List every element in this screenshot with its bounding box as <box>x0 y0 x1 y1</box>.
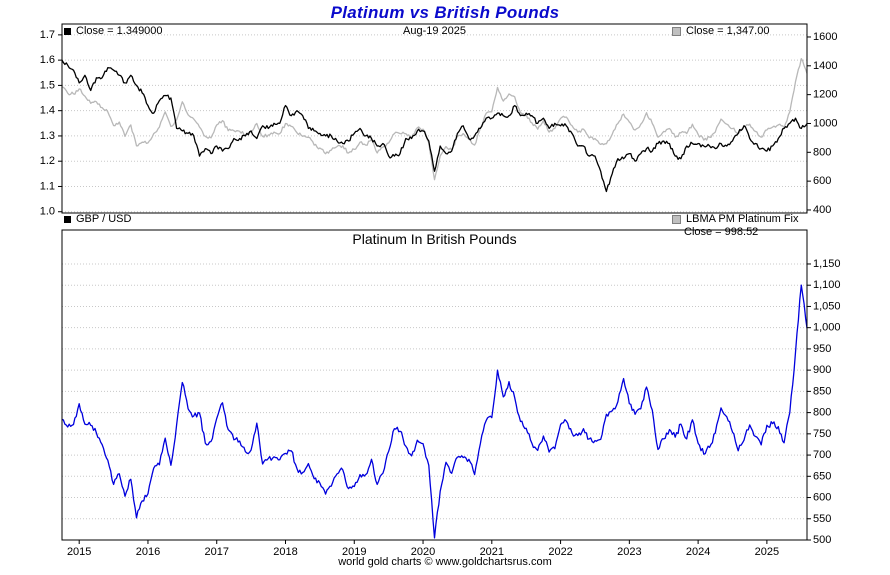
y-tick-label: 800 <box>813 146 831 158</box>
y-tick-label: 650 <box>813 470 831 482</box>
y-tick-label: 750 <box>813 428 831 440</box>
bottom-chart-title: Platinum In British Pounds <box>352 231 517 247</box>
y-tick-label: 800 <box>813 407 831 419</box>
y-tick-label: 1.7 <box>40 29 55 41</box>
footer-credit: world gold charts © www.goldchartsrus.co… <box>338 556 552 568</box>
y-tick-label: 1200 <box>813 89 837 101</box>
bottom-close-label: Close = 998.52 <box>684 226 759 238</box>
x-tick-label: 2020 <box>411 546 435 558</box>
legend-gbp-usd-label: GBP / USD <box>76 213 132 225</box>
top-close-left-text: Close = 1.349000 <box>76 25 163 37</box>
bottom-plot-border <box>61 229 808 541</box>
top-close-right-text: Close = 1,347.00 <box>686 25 770 37</box>
x-tick-label: 2023 <box>617 546 641 558</box>
gbp-usd-marker-icon <box>64 27 71 35</box>
x-tick-label: 2018 <box>273 546 297 558</box>
legend-gbp-usd: GBP / USD <box>64 213 131 225</box>
series-line <box>62 59 807 193</box>
y-tick-label: 500 <box>813 534 831 546</box>
y-tick-label: 600 <box>813 492 831 504</box>
y-tick-label: 850 <box>813 385 831 397</box>
gbp-usd-legend-icon <box>64 215 71 223</box>
y-tick-label: 1.0 <box>40 206 55 218</box>
y-tick-label: 1,100 <box>813 279 841 291</box>
y-tick-label: 400 <box>813 204 831 216</box>
y-tick-label: 550 <box>813 513 831 525</box>
platinum-fix-legend-icon <box>672 214 681 224</box>
page-title: Platinum vs British Pounds <box>330 3 560 22</box>
series-line <box>62 57 807 181</box>
platinum-fix-marker-icon <box>672 26 681 36</box>
y-tick-label: 1.1 <box>40 180 55 192</box>
y-tick-label: 1,000 <box>813 322 841 334</box>
x-tick-label: 2024 <box>686 546 710 558</box>
x-tick-label: 2025 <box>755 546 779 558</box>
y-tick-label: 1,050 <box>813 300 841 312</box>
y-tick-label: 1600 <box>813 31 837 43</box>
y-tick-label: 1.3 <box>40 130 55 142</box>
legend-platinum-fix: LBMA PM Platinum Fix <box>672 213 798 225</box>
top-close-right-label: Close = 1,347.00 <box>672 25 769 37</box>
y-tick-label: 950 <box>813 343 831 355</box>
legend-platinum-fix-label: LBMA PM Platinum Fix <box>686 213 799 225</box>
y-tick-label: 1000 <box>813 117 837 129</box>
y-tick-label: 900 <box>813 364 831 376</box>
y-tick-label: 1.4 <box>40 105 55 117</box>
y-tick-label: 1,150 <box>813 258 841 270</box>
x-tick-label: 2019 <box>342 546 366 558</box>
chart-date-label: Aug-19 2025 <box>403 25 466 37</box>
y-tick-label: 1.6 <box>40 54 55 66</box>
y-tick-label: 1400 <box>813 60 837 72</box>
x-tick-label: 2017 <box>204 546 228 558</box>
x-tick-label: 2021 <box>480 546 504 558</box>
top-close-left-label: Close = 1.349000 <box>64 25 163 37</box>
y-tick-label: 600 <box>813 175 831 187</box>
x-tick-label: 2022 <box>548 546 572 558</box>
y-tick-label: 700 <box>813 449 831 461</box>
series-line <box>62 284 807 539</box>
y-tick-label: 1.2 <box>40 155 55 167</box>
x-tick-label: 2015 <box>67 546 91 558</box>
x-tick-label: 2016 <box>136 546 160 558</box>
top-plot-border <box>61 23 808 214</box>
y-tick-label: 1.5 <box>40 79 55 91</box>
